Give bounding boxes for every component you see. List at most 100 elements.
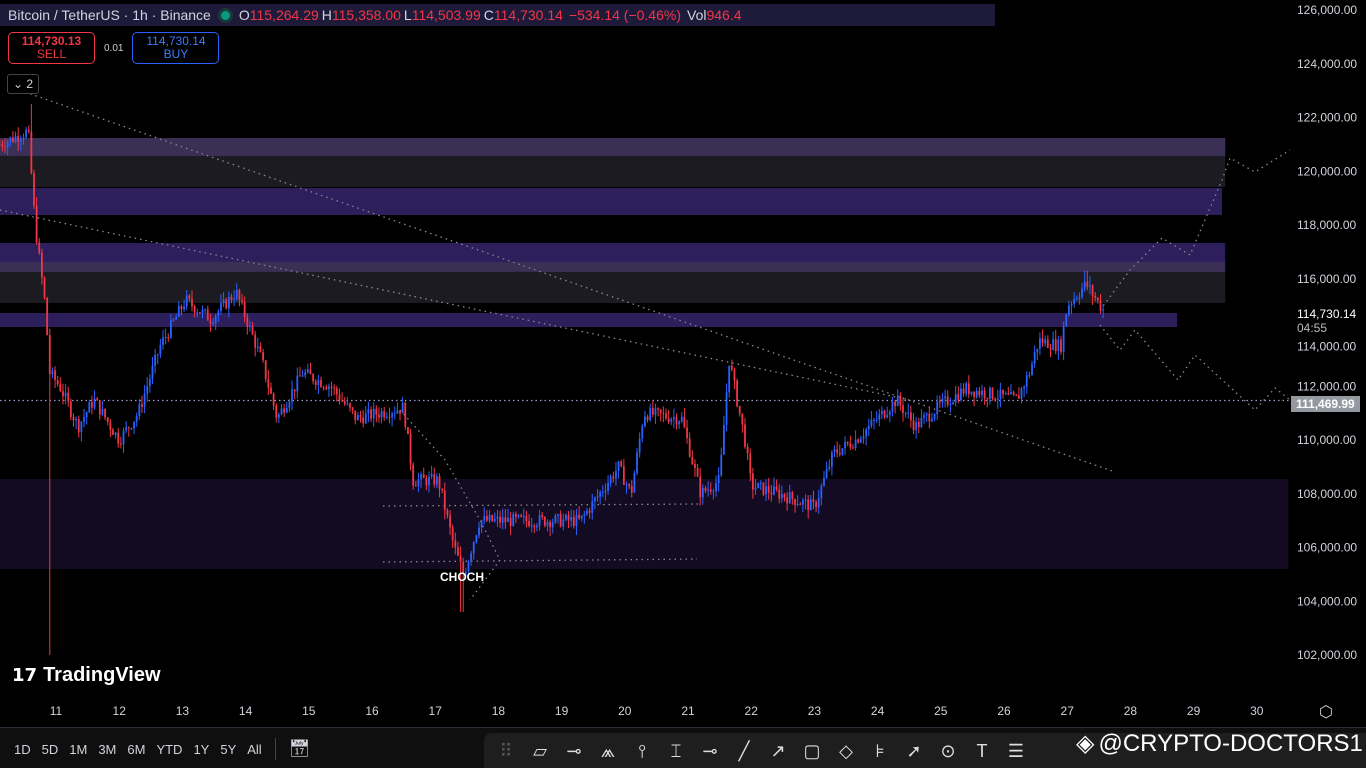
candle-body <box>1025 375 1028 387</box>
candle-body <box>367 409 370 414</box>
price-range-icon[interactable]: ⌶ <box>670 740 682 761</box>
path-icon[interactable]: ↗ <box>770 740 786 761</box>
candle-body <box>659 409 662 414</box>
candle-body <box>1020 388 1023 399</box>
candle-body <box>528 521 530 527</box>
horizontal-ray-icon[interactable]: ⊸ <box>566 740 582 761</box>
candle-body <box>69 401 72 417</box>
range-all[interactable]: All <box>247 741 262 757</box>
y-tick-label: 122,000.00 <box>1297 111 1357 125</box>
candle-body <box>773 486 775 495</box>
candle-body <box>125 427 128 431</box>
x-tick-label: 22 <box>745 704 759 718</box>
candle-body <box>973 391 975 397</box>
range-1d[interactable]: 1D <box>14 741 31 757</box>
candle-body <box>341 400 343 402</box>
candle-body <box>849 443 852 448</box>
sell-button[interactable]: 114,730.13 SELL <box>8 32 95 64</box>
candle-body <box>409 434 412 465</box>
watermark: ◈ @CRYPTO-DOCTORS1 <box>1076 729 1363 758</box>
range-1y[interactable]: 1Y <box>193 741 210 757</box>
fib-icon[interactable]: ⊧ <box>875 740 885 761</box>
buy-button[interactable]: 114,730.14 BUY <box>132 32 220 64</box>
candle-body <box>114 432 117 435</box>
candle-body <box>962 388 965 394</box>
circle-icon[interactable]: ⊙ <box>940 740 956 761</box>
zone-gray <box>0 156 1226 187</box>
close-label: C <box>483 7 494 23</box>
text-icon[interactable]: T <box>976 740 988 761</box>
candle-body <box>1010 392 1012 395</box>
candle-body <box>625 484 628 486</box>
candle-body <box>314 381 317 386</box>
range-6m[interactable]: 6M <box>127 741 146 757</box>
candle-body <box>1031 363 1033 376</box>
zone-purple <box>0 243 1226 263</box>
horizontal-line-icon[interactable]: ⊸ <box>702 740 718 761</box>
trend-line-icon[interactable]: ╱ <box>738 740 750 761</box>
range-5d[interactable]: 5D <box>41 741 59 757</box>
candle-body <box>638 438 641 453</box>
fib-retracement-icon[interactable]: ☰ <box>1007 740 1025 761</box>
y-tick-label: 118,000.00 <box>1297 218 1356 232</box>
polygon-icon[interactable]: ◇ <box>839 740 853 761</box>
candle-body <box>88 402 91 413</box>
range-ytd[interactable]: YTD <box>156 741 183 757</box>
arrow-icon[interactable]: ➚ <box>906 740 922 761</box>
candle-body <box>728 365 731 393</box>
candle-body <box>796 504 799 506</box>
candle-body <box>970 391 973 395</box>
candle-body <box>662 413 665 415</box>
settings-icon[interactable]: ⬡ <box>1319 704 1333 721</box>
range-3m[interactable]: 3M <box>98 741 117 757</box>
tradingview-logo[interactable]: 𝟭𝟳 TradingView <box>12 664 161 687</box>
candle-body <box>443 490 446 511</box>
candle-body <box>917 422 920 428</box>
candle-body <box>378 414 380 418</box>
candle-body <box>156 354 159 356</box>
candle-body <box>554 515 557 523</box>
candle-body <box>428 476 430 486</box>
candle-body <box>604 490 607 492</box>
range-5y[interactable]: 5Y <box>220 741 237 757</box>
x-tick-label: 30 <box>1250 704 1264 718</box>
candle-body <box>1089 285 1091 287</box>
range-1m[interactable]: 1M <box>69 741 88 757</box>
candle-body <box>717 475 720 484</box>
candle-body <box>1078 296 1081 299</box>
candle-body <box>17 136 20 142</box>
sell-price: 114,730.13 <box>21 34 82 48</box>
candle-body <box>133 421 135 429</box>
candle-body <box>915 422 918 431</box>
candle-body <box>293 389 296 392</box>
candle-body <box>517 514 520 517</box>
candle-body <box>549 521 552 528</box>
candle-body <box>583 514 586 516</box>
candle-body <box>478 527 480 536</box>
candle-body <box>841 448 844 455</box>
candle-body <box>4 146 6 148</box>
candle-body <box>304 372 307 376</box>
candle-body <box>912 420 915 431</box>
go-to-date-icon[interactable]: 📅︎ <box>288 739 311 758</box>
drag-handle-icon[interactable]: ⠿ <box>499 740 513 761</box>
candle-body <box>501 517 504 523</box>
pattern-icon[interactable]: ⩕ <box>600 740 616 761</box>
indicators-collapse-button[interactable]: ⌄ 2 <box>7 74 39 94</box>
candle-body <box>657 408 659 410</box>
candle-body <box>559 514 562 527</box>
candle-body <box>435 476 438 485</box>
symbol-title[interactable]: Bitcoin / TetherUS · 1h · Binance <box>8 7 211 23</box>
parallel-channel-icon[interactable]: ▱ <box>533 740 547 761</box>
vertical-line-icon[interactable]: ⫯ <box>638 740 646 761</box>
candle-body <box>40 252 43 278</box>
candle-body <box>459 555 462 562</box>
change-value: −534.14 (−0.46%) <box>568 7 681 23</box>
price-chart[interactable]: CHOCH 126,000.00 124,000.00 122,000.00 120,0… <box>0 0 1366 727</box>
rectangle-icon[interactable]: ▢ <box>803 740 821 761</box>
candle-body <box>464 571 467 574</box>
candle-body <box>412 464 415 486</box>
candle-body <box>188 295 191 299</box>
candle-body <box>446 510 449 516</box>
